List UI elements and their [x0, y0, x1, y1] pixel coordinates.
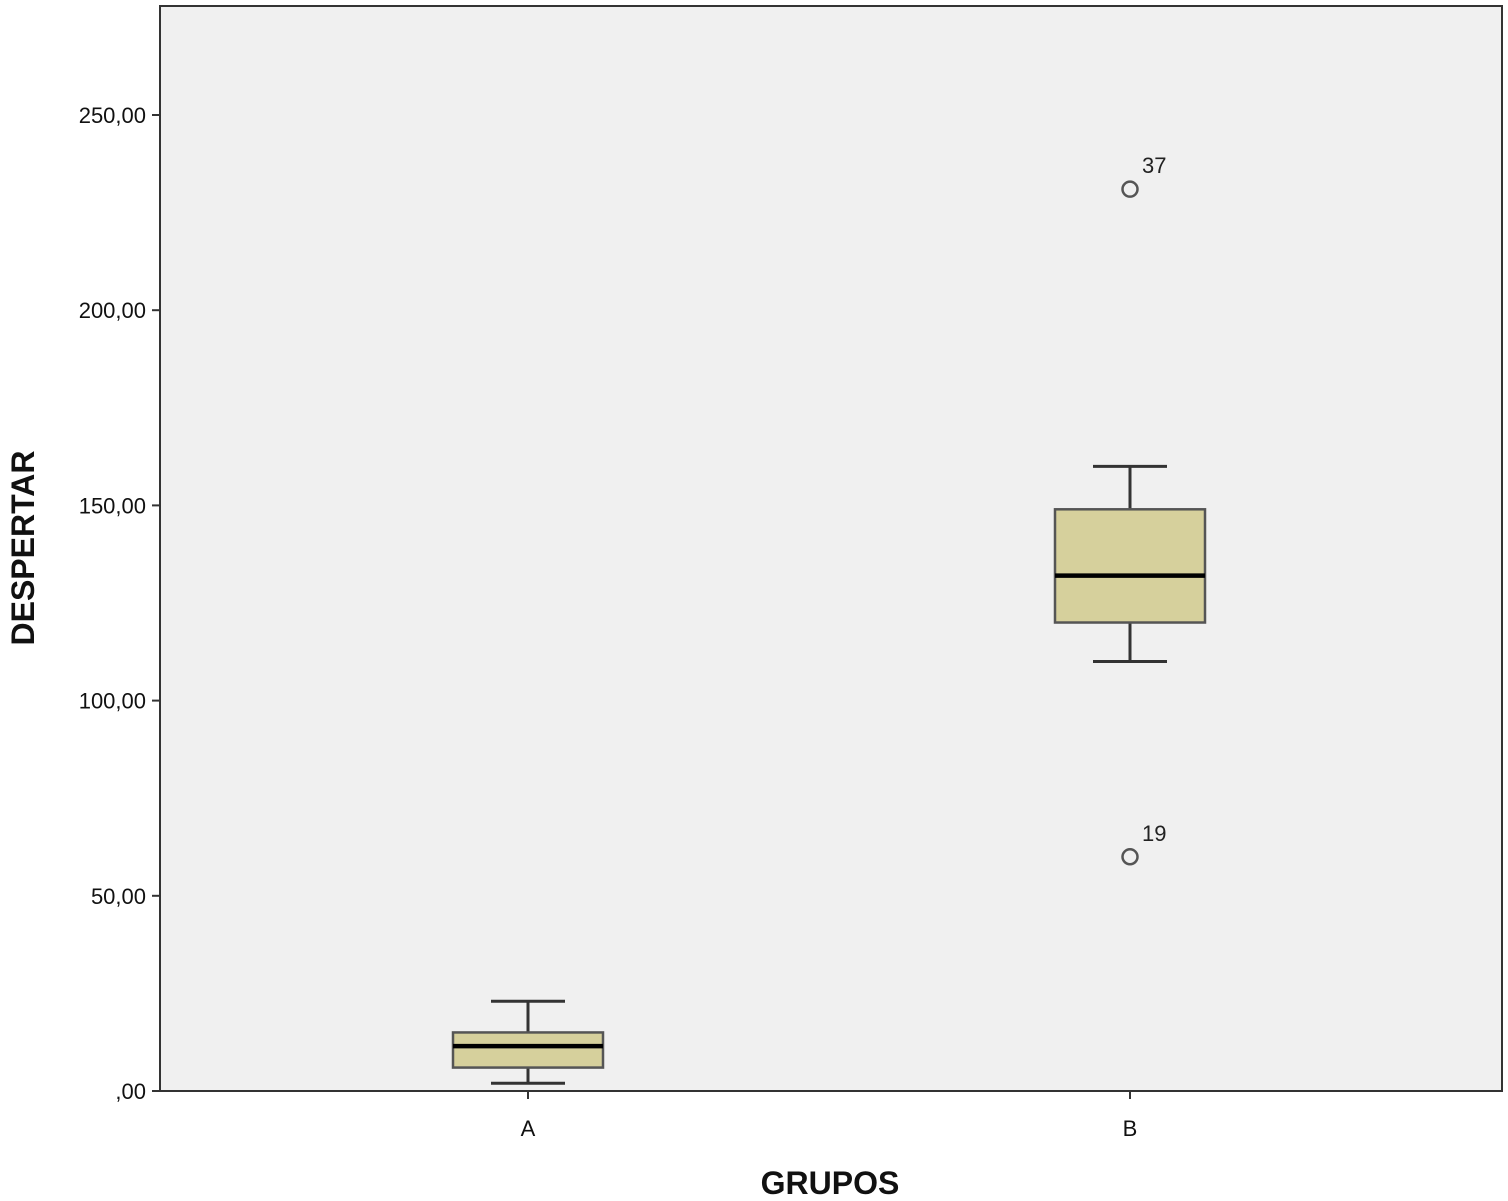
y-tick-label: ,00 [115, 1079, 146, 1104]
y-tick-label: 50,00 [91, 884, 146, 909]
box-iqr [1053, 508, 1207, 624]
outlier-label: 19 [1142, 821, 1166, 846]
y-tick-label: 150,00 [79, 493, 146, 518]
y-axis-ticks: ,00 50,00 100,00 150,00 200,00 250,00 [79, 103, 160, 1104]
outlier-label: 37 [1142, 153, 1166, 178]
x-tick-label: A [521, 1116, 536, 1141]
y-tick-label: 200,00 [79, 298, 146, 323]
x-axis-title: GRUPOS [761, 1165, 900, 1201]
y-axis-title: DESPERTAR [5, 451, 41, 646]
box-A [451, 999, 605, 1085]
outlier-point [1121, 848, 1139, 866]
y-tick-label: 100,00 [79, 689, 146, 714]
outlier-point [1121, 180, 1139, 198]
y-tick-label: 250,00 [79, 103, 146, 128]
x-tick-label: B [1123, 1116, 1138, 1141]
plot-area [159, 5, 1503, 1092]
box-iqr [451, 1031, 605, 1069]
